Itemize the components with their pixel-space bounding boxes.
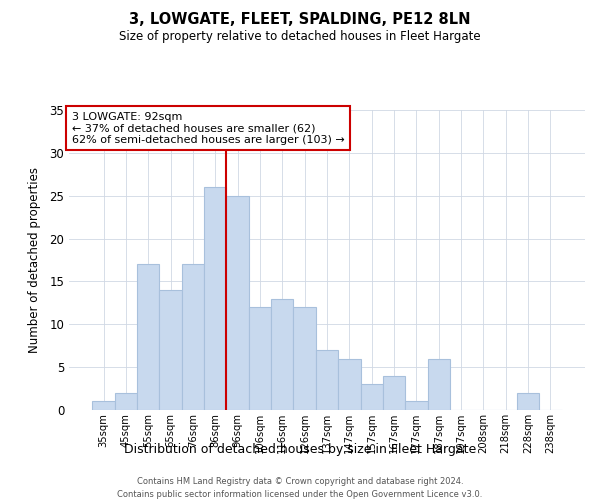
Text: Size of property relative to detached houses in Fleet Hargate: Size of property relative to detached ho…	[119, 30, 481, 43]
Bar	[92, 402, 115, 410]
Bar	[517, 393, 539, 410]
Bar	[182, 264, 204, 410]
Bar	[137, 264, 160, 410]
Bar	[338, 358, 361, 410]
Text: Contains HM Land Registry data © Crown copyright and database right 2024.: Contains HM Land Registry data © Crown c…	[137, 478, 463, 486]
Bar	[361, 384, 383, 410]
Y-axis label: Number of detached properties: Number of detached properties	[28, 167, 41, 353]
Bar	[405, 402, 428, 410]
Bar	[249, 307, 271, 410]
Bar	[383, 376, 405, 410]
Text: Distribution of detached houses by size in Fleet Hargate: Distribution of detached houses by size …	[124, 442, 476, 456]
Bar	[428, 358, 450, 410]
Bar	[204, 187, 226, 410]
Text: 3 LOWGATE: 92sqm
← 37% of detached houses are smaller (62)
62% of semi-detached : 3 LOWGATE: 92sqm ← 37% of detached house…	[71, 112, 344, 144]
Text: 3, LOWGATE, FLEET, SPALDING, PE12 8LN: 3, LOWGATE, FLEET, SPALDING, PE12 8LN	[129, 12, 471, 28]
Bar	[226, 196, 249, 410]
Bar	[271, 298, 293, 410]
Text: Contains public sector information licensed under the Open Government Licence v3: Contains public sector information licen…	[118, 490, 482, 499]
Bar	[316, 350, 338, 410]
Bar	[293, 307, 316, 410]
Bar	[160, 290, 182, 410]
Bar	[115, 393, 137, 410]
